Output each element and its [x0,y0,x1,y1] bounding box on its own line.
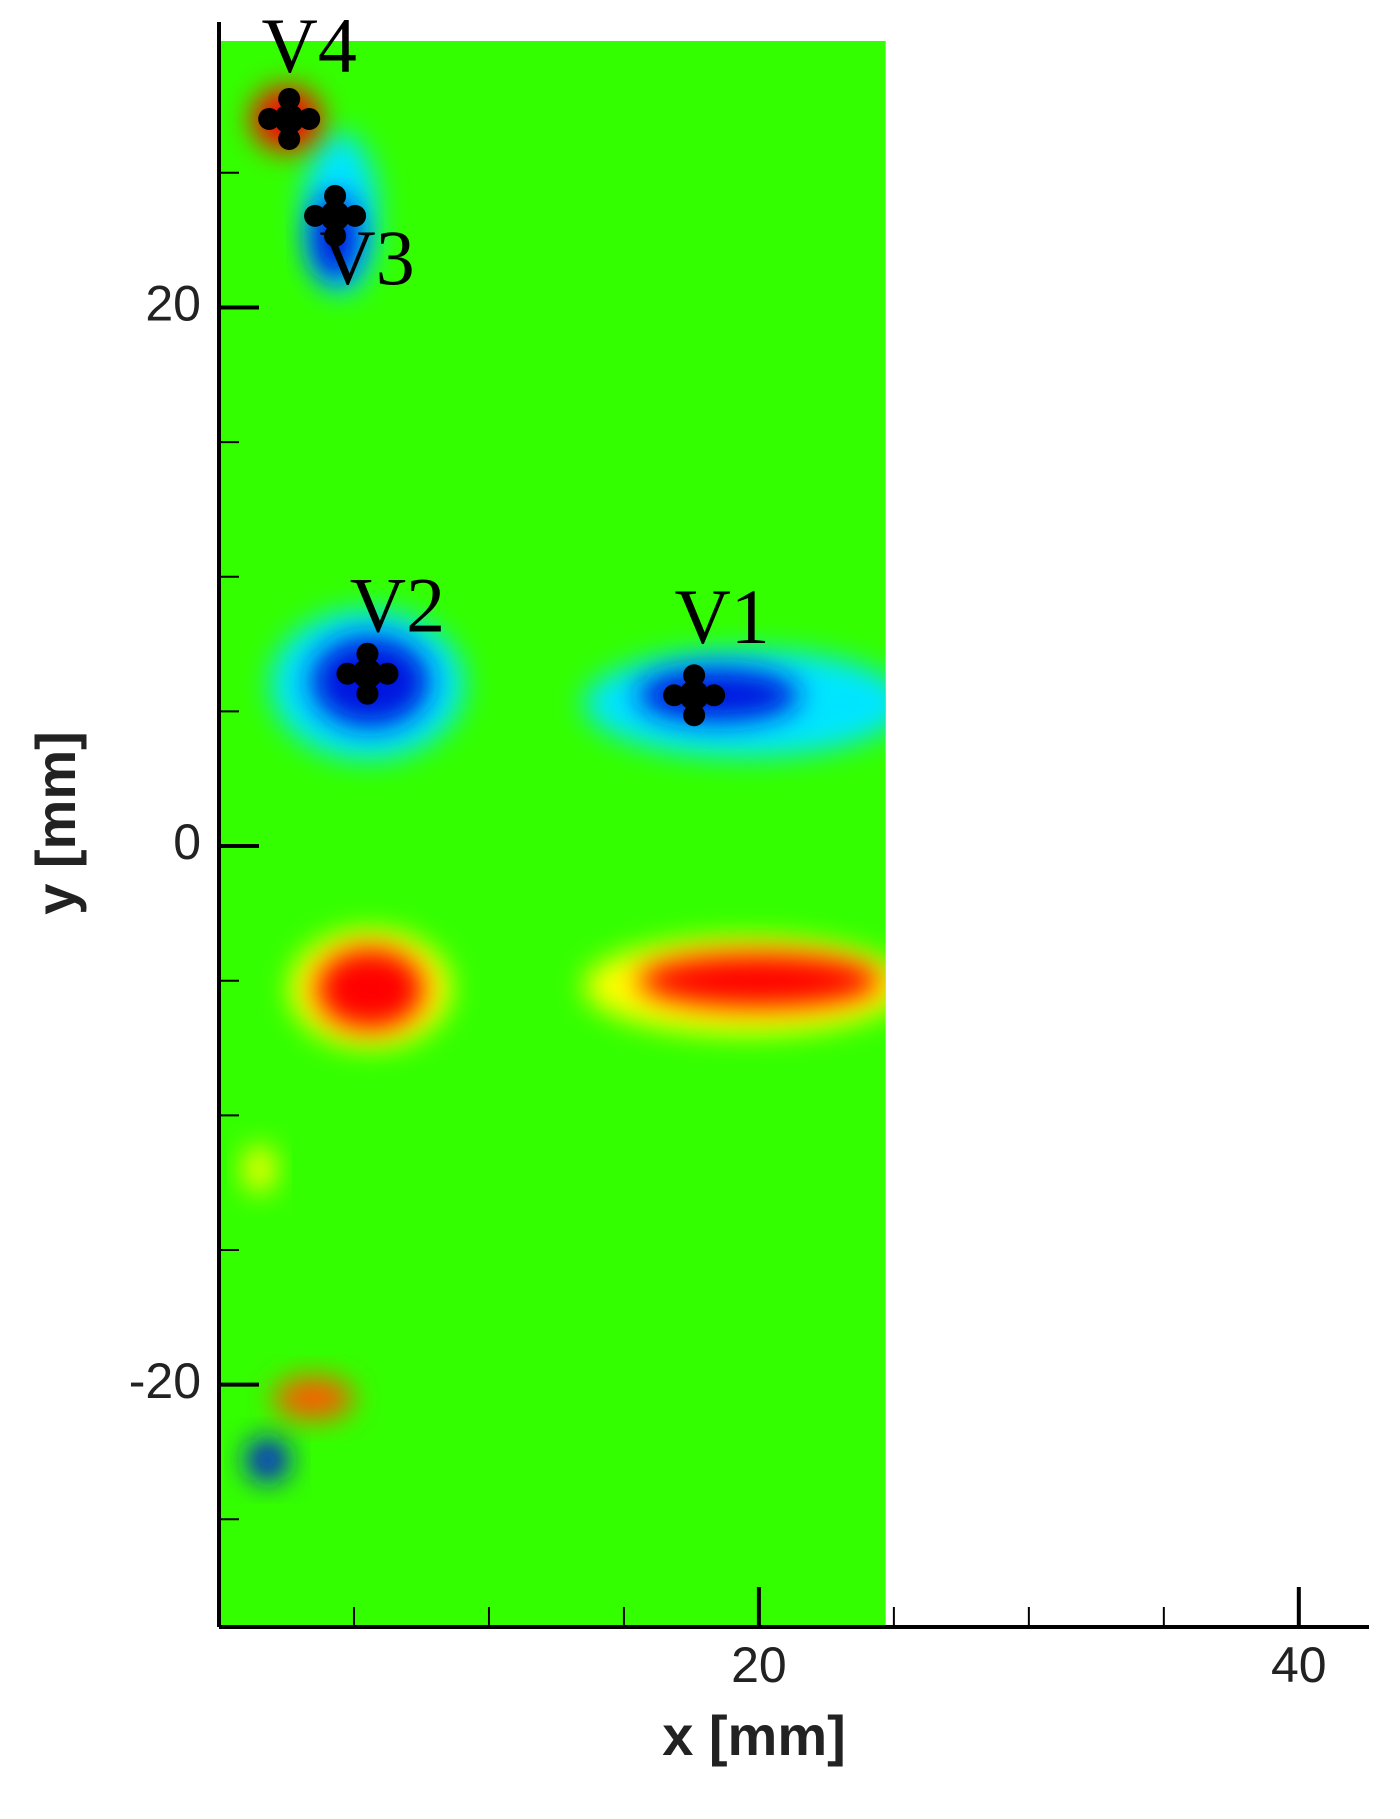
vortex-label: V4 [262,2,357,89]
contour-blob [245,1438,290,1482]
marker-lobe [352,658,383,689]
vortex-marker [258,87,321,150]
field [219,40,886,1627]
y-tick-label: 20 [145,276,201,332]
x-tick-label: 20 [731,1637,787,1693]
marker-lobe [683,664,706,687]
field-background [219,40,886,1627]
marker-lobe [683,704,706,727]
marker-lobe [278,127,301,150]
x-tick-label: 40 [1271,1637,1327,1693]
vortex-label: V1 [674,573,769,660]
marker-lobe [324,224,347,247]
marker-lobe [356,642,379,665]
y-axis-title: y [mm] [24,731,87,915]
marker-lobe [320,200,351,231]
marker-lobe [274,103,305,134]
marker-lobe [324,184,347,207]
marker-lobe [278,87,301,110]
marker-lobe [356,682,379,705]
marker-lobe [298,107,321,130]
contour-blob [316,948,425,1030]
vortex-label: V3 [319,214,414,301]
marker-lobe [258,107,281,130]
x-axis-title: x [mm] [662,1704,846,1767]
marker-lobe [663,684,686,707]
contour-blob [637,953,881,1008]
contour-blob [272,1376,354,1420]
marker-lobe [703,684,726,707]
vortex-marker [304,184,367,247]
y-tick-label: -20 [129,1353,201,1409]
vortex-label: V2 [350,562,445,649]
y-tick-label: 0 [173,814,201,870]
marker-lobe [304,204,327,227]
marker-lobe [376,662,399,685]
vortex-marker [336,642,399,705]
marker-lobe [679,680,710,711]
marker-lobe [344,204,367,227]
marker-lobe [336,662,359,685]
axes: 20 40 -20 0 20 [129,22,1369,1693]
contour-blob [243,1144,276,1194]
vortex-marker [663,664,726,727]
